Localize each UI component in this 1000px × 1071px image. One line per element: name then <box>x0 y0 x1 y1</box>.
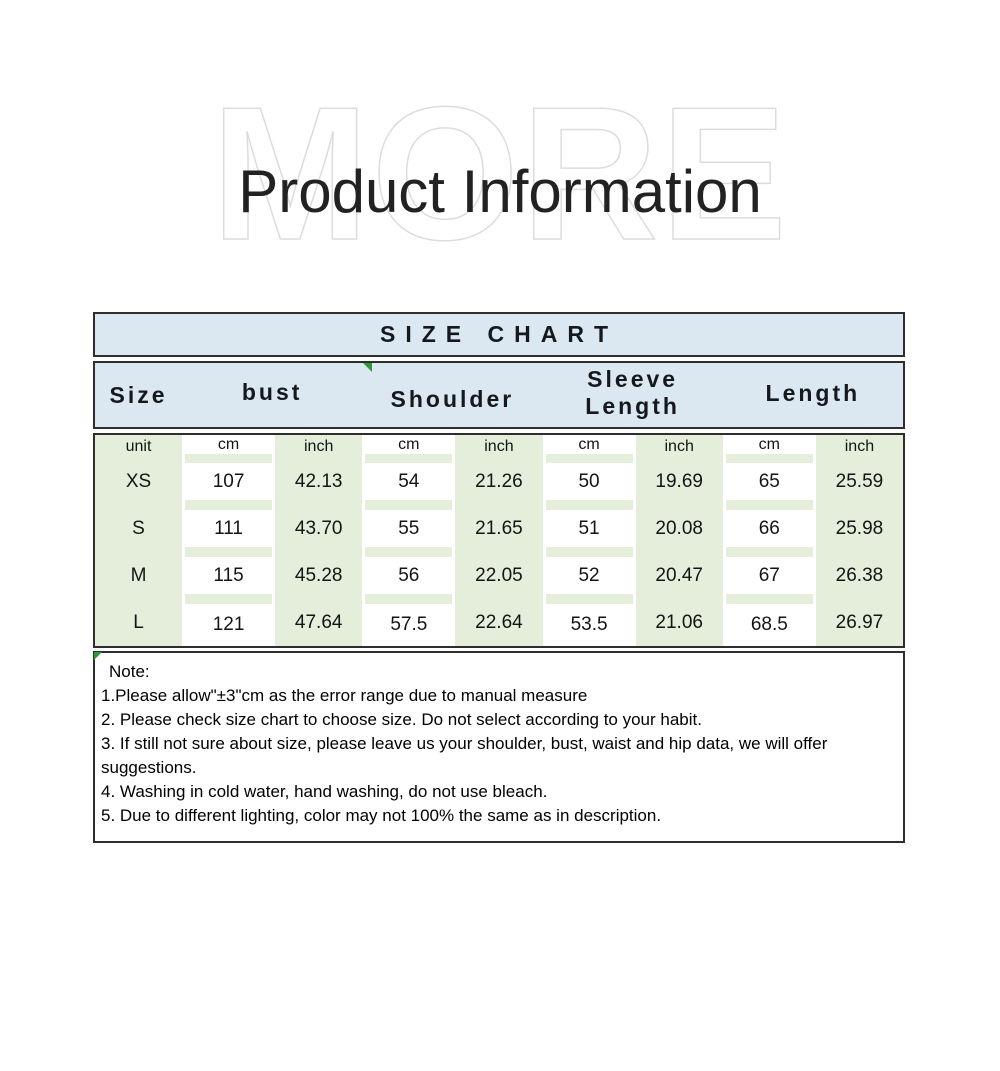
value-cell: 19.69 <box>632 458 723 505</box>
value-cell: 68.5 <box>722 599 813 646</box>
value-cell: 45.28 <box>272 552 363 599</box>
unit-cell: cm <box>542 435 633 458</box>
unit-cell: cm <box>722 435 813 458</box>
column-header-size: Size <box>109 381 168 408</box>
table-row-s: S 111 43.70 55 21.65 51 20.08 66 25.98 <box>95 505 903 552</box>
value-cell: 20.47 <box>632 552 723 599</box>
column-header-shoulder: Shoulder <box>390 385 515 412</box>
column-header-length: Length <box>765 379 861 406</box>
note-line-3: 3. If still not sure about size, please … <box>101 734 828 753</box>
note-line-4: 4. Washing in cold water, hand washing, … <box>101 782 548 801</box>
size-label: XS <box>95 458 182 505</box>
value-cell: 25.59 <box>812 458 903 505</box>
value-cell: 65 <box>722 458 813 505</box>
unit-cell: inch <box>272 435 363 458</box>
value-cell: 55 <box>362 505 453 552</box>
note-line-1: 1.Please allow"±3"cm as the error range … <box>101 686 588 705</box>
note-line-5: 5. Due to different lighting, color may … <box>101 806 662 825</box>
value-cell: 51 <box>542 505 633 552</box>
size-chart-header-row: Size bust Shoulder Sleeve Length Length <box>93 361 905 429</box>
column-header-bust: bust <box>241 378 303 405</box>
size-label: L <box>95 599 182 646</box>
size-chart: SIZE CHART Size bust Shoulder Sleeve Len… <box>93 312 905 843</box>
value-cell: 57.5 <box>362 599 453 646</box>
value-cell: 115 <box>182 552 273 599</box>
value-cell: 50 <box>542 458 633 505</box>
value-cell: 43.70 <box>272 505 363 552</box>
more-watermark-text: MORE <box>210 68 789 280</box>
value-cell: 25.98 <box>812 505 903 552</box>
note-line-3-wrap: suggestions. <box>101 758 197 777</box>
green-corner-marker-icon <box>363 363 372 372</box>
table-row-unit: unit cm inch cm inch cm inch cm inch <box>95 435 903 458</box>
size-chart-banner: SIZE CHART <box>93 312 905 357</box>
unit-cell: inch <box>632 435 723 458</box>
table-row-xs: XS 107 42.13 54 21.26 50 19.69 65 25.59 <box>95 458 903 505</box>
value-cell: 22.64 <box>452 599 543 646</box>
unit-cell: unit <box>95 435 182 458</box>
page-title: Product Information <box>238 158 762 225</box>
value-cell: 26.97 <box>812 599 903 646</box>
size-label: M <box>95 552 182 599</box>
note-line-2: 2. Please check size chart to choose siz… <box>101 710 702 729</box>
unit-cell: cm <box>182 435 273 458</box>
green-corner-marker-icon <box>94 652 102 660</box>
unit-cell: cm <box>362 435 453 458</box>
value-cell: 121 <box>182 599 273 646</box>
value-cell: 111 <box>182 505 273 552</box>
value-cell: 26.38 <box>812 552 903 599</box>
value-cell: 42.13 <box>272 458 363 505</box>
value-cell: 66 <box>722 505 813 552</box>
value-cell: 52 <box>542 552 633 599</box>
table-row-m: M 115 45.28 56 22.05 52 20.47 67 26.38 <box>95 552 903 599</box>
value-cell: 21.26 <box>452 458 543 505</box>
size-label: S <box>95 505 182 552</box>
value-cell: 21.65 <box>452 505 543 552</box>
table-row-l: L 121 47.64 57.5 22.64 53.5 21.06 68.5 2… <box>95 599 903 646</box>
value-cell: 47.64 <box>272 599 363 646</box>
unit-cell: inch <box>452 435 543 458</box>
column-header-sleeve-length: Sleeve Length <box>585 366 680 419</box>
value-cell: 20.08 <box>632 505 723 552</box>
value-cell: 56 <box>362 552 453 599</box>
value-cell: 54 <box>362 458 453 505</box>
notes-box: Note: 1.Please allow"±3"cm as the error … <box>93 651 905 843</box>
notes-heading: Note: <box>109 662 150 681</box>
value-cell: 22.05 <box>452 552 543 599</box>
value-cell: 21.06 <box>632 599 723 646</box>
size-chart-table: unit cm inch cm inch cm inch cm inch XS … <box>93 433 905 648</box>
unit-cell: inch <box>812 435 903 458</box>
value-cell: 53.5 <box>542 599 633 646</box>
value-cell: 107 <box>182 458 273 505</box>
value-cell: 67 <box>722 552 813 599</box>
